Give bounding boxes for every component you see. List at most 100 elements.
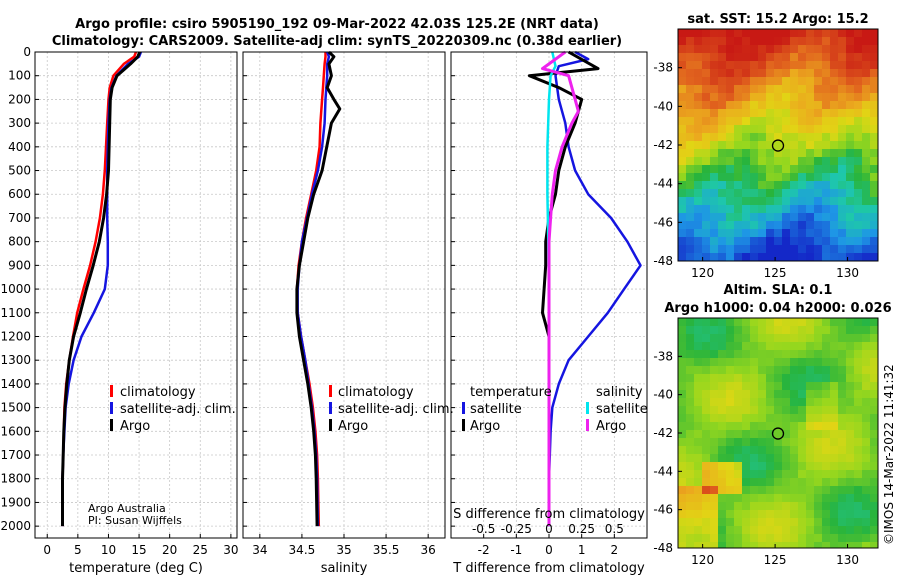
sst-cell [734, 181, 742, 189]
sla-cell [814, 350, 822, 358]
float-position-marker [771, 139, 785, 152]
sst-cell [694, 85, 702, 93]
lon-tick-label: 120 [691, 553, 714, 567]
sst-cell [846, 197, 854, 205]
sst-cell [838, 93, 846, 101]
sla-cell [694, 502, 702, 510]
sst-cell [870, 205, 878, 213]
sst-cell [870, 141, 878, 149]
sla-cell [782, 382, 790, 390]
sla-cell [854, 326, 862, 334]
sst-cell [854, 253, 862, 261]
sst-cell [766, 117, 774, 125]
sla-cell [726, 454, 734, 462]
sst-cell [686, 37, 694, 45]
sla-cell [846, 334, 854, 342]
sst-cell [798, 117, 806, 125]
sst-cell [782, 173, 790, 181]
sla-cell [870, 462, 878, 470]
sla-cell [710, 534, 718, 542]
sla-cell [798, 382, 806, 390]
sla-cell [694, 382, 702, 390]
sla-cell [766, 358, 774, 366]
sst-cell [806, 221, 814, 229]
sla-cell [686, 382, 694, 390]
sst-cell [806, 157, 814, 165]
series-line-argo [295, 50, 342, 527]
sst-cell [726, 221, 734, 229]
sst-cell [758, 133, 766, 141]
sst-cell [862, 245, 870, 253]
sla-cell [750, 502, 758, 510]
sst-cell [822, 157, 830, 165]
sla-cell [694, 486, 702, 494]
sla-cell [870, 542, 878, 548]
sla-cell [870, 382, 878, 390]
sla-cell [862, 382, 870, 390]
sst-cell [718, 29, 726, 37]
sst-cell [838, 69, 846, 77]
sla-cell [846, 438, 854, 446]
sst-cell [790, 93, 798, 101]
sst-cell [774, 213, 782, 221]
sst-cell [814, 117, 822, 125]
sst-cell [830, 197, 838, 205]
sst-cell [694, 181, 702, 189]
sla-cell [718, 342, 726, 350]
sla-cell [838, 462, 846, 470]
sst-cell [750, 69, 758, 77]
sla-cell [822, 534, 830, 542]
sla-cell [718, 526, 726, 534]
sst-cell [774, 133, 782, 141]
sla-cell [814, 446, 822, 454]
sla-cell [790, 382, 798, 390]
sst-cell [750, 221, 758, 229]
sst-cell [750, 165, 758, 173]
sst-cell [790, 85, 798, 93]
sla-cell [854, 342, 862, 350]
sla-cell [766, 438, 774, 446]
sst-cell [814, 53, 822, 61]
sst-cell [742, 181, 750, 189]
sst-cell [726, 101, 734, 109]
sst-cell [686, 77, 694, 85]
sst-cell [782, 245, 790, 253]
sst-cell [742, 205, 750, 213]
sst-cell [726, 245, 734, 253]
sst-cell [830, 53, 838, 61]
sst-cell [774, 77, 782, 85]
sla-cell [766, 478, 774, 486]
sst-cell [854, 109, 862, 117]
sla-cell [870, 446, 878, 454]
sla-cell [718, 446, 726, 454]
sst-cell [782, 45, 790, 53]
sst-map: 120 125 130-38-40-42-44-46-48 [653, 28, 879, 280]
sla-cell [822, 318, 830, 326]
sla-cell [750, 510, 758, 518]
sst-cell [870, 69, 878, 77]
sla-cell [774, 494, 782, 502]
sst-cell [782, 253, 790, 261]
sst-cell [790, 253, 798, 261]
sst-cell [758, 117, 766, 125]
sla-cell [846, 390, 854, 398]
sla-cell [694, 350, 702, 358]
sst-cell [678, 245, 686, 253]
sla-cell [822, 422, 830, 430]
sla-cell [814, 518, 822, 526]
sst-cell [758, 53, 766, 61]
sst-cell [702, 69, 710, 77]
sla-cell [806, 470, 814, 478]
sla-cell [854, 486, 862, 494]
sst-cell [750, 133, 758, 141]
sla-cell [758, 326, 766, 334]
sst-cell [694, 165, 702, 173]
sst-cell [750, 61, 758, 69]
sst-cell [694, 133, 702, 141]
sla-cell [814, 366, 822, 374]
sla-cell [798, 390, 806, 398]
sla-cell [734, 382, 742, 390]
sst-cell [766, 229, 774, 237]
sla-cell [710, 470, 718, 478]
sla-cell [750, 470, 758, 478]
